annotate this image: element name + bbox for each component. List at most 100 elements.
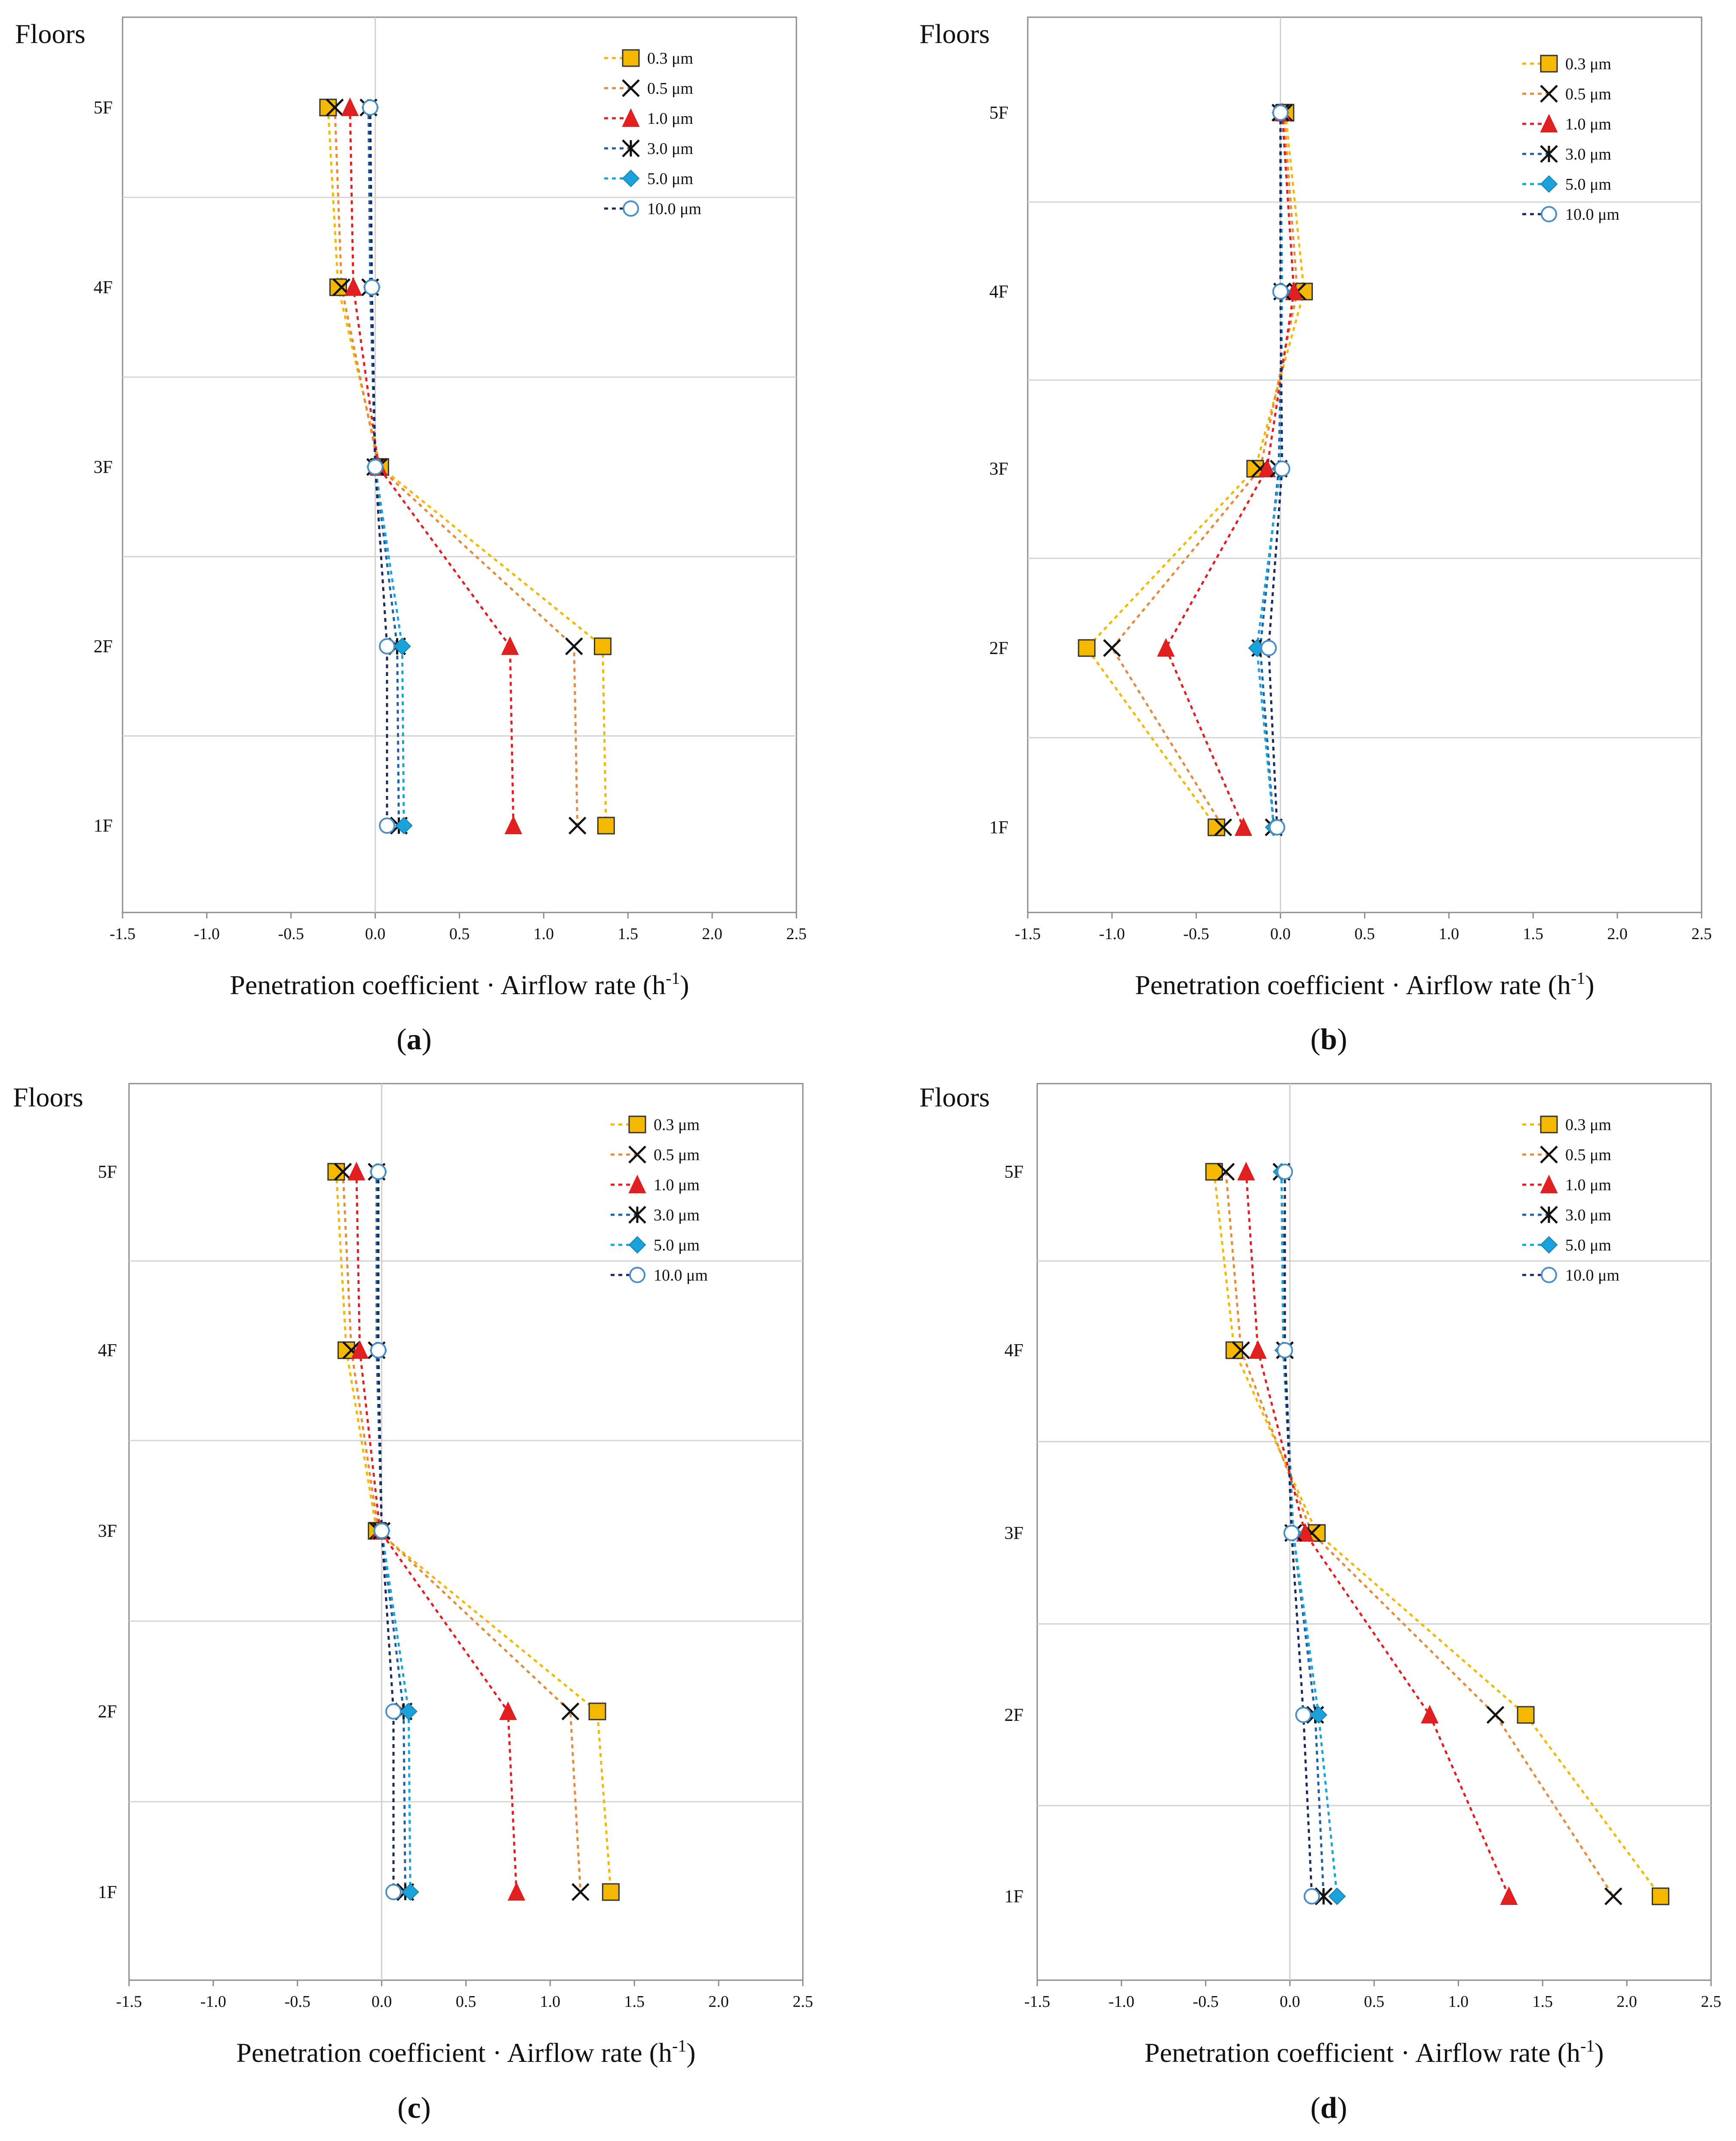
x-tick-label: 0.0 [1270, 925, 1291, 943]
data-point [1315, 1887, 1333, 1905]
data-point [588, 1702, 606, 1720]
panel-caption-letter: b [1321, 1023, 1337, 1056]
x-axis-title-text: Penetration coefficient · Airflow rate (… [230, 970, 666, 1000]
data-point [1328, 1887, 1346, 1905]
panel-caption-open: ( [396, 1023, 406, 1056]
legend-marker [628, 1206, 646, 1224]
floor-label: 3F [1005, 1524, 1023, 1543]
legend-label: 1.0 μm [654, 1176, 700, 1194]
data-point [571, 1883, 590, 1901]
x-axis-title: Penetration coefficient · Airflow rate (… [230, 968, 689, 1000]
legend-marker [622, 139, 640, 157]
x-tick-label: -1.5 [110, 925, 135, 943]
legend-marker [1540, 1206, 1558, 1224]
x-tick-label: 0.5 [449, 925, 470, 943]
x-tick-label: 0.0 [372, 1993, 392, 2011]
x-tick-label: 2.5 [793, 1993, 813, 2011]
legend-label: 0.3 μm [1565, 55, 1611, 73]
data-point [1237, 1161, 1255, 1180]
data-point [370, 1164, 387, 1180]
panel-caption-close: ) [1337, 2092, 1347, 2125]
floor-label: 3F [98, 1521, 117, 1541]
x-tick-label: 1.0 [1439, 925, 1459, 943]
panel-caption-letter: d [1321, 2092, 1337, 2125]
legend-label: 0.5 μm [654, 1146, 700, 1164]
series-line-0.5um [342, 1171, 582, 1892]
legend-marker [623, 200, 639, 217]
data-point [379, 817, 396, 834]
x-tick-label: 0.5 [1364, 1993, 1385, 2011]
legend-marker [1540, 114, 1558, 132]
data-point [1234, 817, 1253, 836]
data-point [1517, 1706, 1535, 1724]
legend-label: 0.5 μm [647, 80, 693, 98]
data-point [401, 1883, 419, 1901]
x-axis-title-superscript: -1 [1580, 2036, 1595, 2055]
floor-label: 4F [98, 1341, 117, 1361]
legend: 0.3 μm 0.5 μm 1.0 μm 3.0 μm 5.0 μm 10.0 μm [604, 49, 701, 218]
data-point [1258, 458, 1276, 477]
legend-marker [629, 1267, 645, 1283]
legend-label: 5.0 μm [1565, 175, 1611, 194]
x-tick-label: -0.5 [285, 1993, 310, 2011]
legend-marker [622, 49, 640, 67]
x-axis-title-text: Penetration coefficient · Airflow rate (… [1135, 970, 1571, 1000]
legend-label: 10.0 μm [647, 200, 701, 218]
legend: 0.3 μm 0.5 μm 1.0 μm 3.0 μm 5.0 μm 10.0 μm [611, 1115, 708, 1284]
data-point [379, 638, 396, 654]
data-point [602, 1883, 620, 1901]
legend-marker [1540, 85, 1558, 103]
y-axis-title: Floors [13, 1082, 83, 1112]
legend-marker [622, 108, 640, 127]
panel-caption-close: ) [1337, 1023, 1347, 1056]
legend: 0.3 μm 0.5 μm 1.0 μm 3.0 μm 5.0 μm 10.0 μm [1522, 55, 1619, 224]
legend-label: 1.0 μm [1565, 115, 1611, 133]
chart-panel-c: -1.5 -1.0 -0.5 0.0 0.5 1.0 1.5 2.0 2.5 Penetratio… [13, 1082, 813, 2125]
x-tick-label: -1.5 [1015, 925, 1041, 943]
data-point [593, 637, 611, 655]
data-point [367, 459, 384, 475]
legend-marker [1540, 175, 1558, 193]
series-line-0.3um [335, 1171, 612, 1892]
x-tick-label: 2.0 [1616, 1993, 1637, 2011]
floor-label: 2F [98, 1702, 117, 1722]
plot-frame [128, 1083, 804, 1981]
panel-caption: (d) [1310, 2092, 1347, 2125]
legend-label: 1.0 μm [647, 110, 693, 128]
floor-label: 1F [1005, 1887, 1023, 1907]
floor-label: 1F [98, 1883, 117, 1902]
data-point [1274, 461, 1290, 477]
panel-caption: (c) [397, 2092, 431, 2125]
legend-marker [1541, 1267, 1557, 1283]
data-point [329, 278, 347, 296]
data-point [1078, 639, 1096, 657]
legend-label: 0.5 μm [1565, 1146, 1611, 1164]
data-point [1276, 1164, 1293, 1180]
data-point [507, 1882, 525, 1901]
x-axis-title-superscript: -1 [672, 2036, 686, 2055]
floor-label: 1F [989, 818, 1008, 838]
panel-caption-letter: a [407, 1023, 422, 1056]
legend-label: 5.0 μm [654, 1236, 700, 1254]
legend-marker [1540, 55, 1558, 73]
series-line-10.0um [1284, 1172, 1313, 1897]
legend-label: 0.5 μm [1565, 85, 1611, 103]
data-point [1295, 1707, 1312, 1723]
x-axis-title-close: ) [686, 2037, 695, 2068]
floor-label: 5F [989, 103, 1008, 123]
floor-label: 5F [1005, 1162, 1023, 1182]
panel-caption: (b) [1310, 1023, 1347, 1056]
x-tick-label: -1.5 [116, 1993, 142, 2011]
legend-marker [1541, 206, 1557, 222]
data-point [1249, 1340, 1267, 1359]
floor-label: 1F [94, 816, 113, 836]
data-point [568, 817, 587, 835]
x-tick-label: 2.5 [1701, 1993, 1721, 2011]
legend-label: 3.0 μm [1565, 1206, 1611, 1224]
floor-label: 2F [1005, 1705, 1023, 1725]
x-axis-title-text: Penetration coefficient · Airflow rate (… [1144, 2037, 1580, 2068]
legend-label: 3.0 μm [647, 140, 693, 158]
legend-marker [628, 1174, 646, 1193]
series-line-1.0um [349, 107, 515, 826]
